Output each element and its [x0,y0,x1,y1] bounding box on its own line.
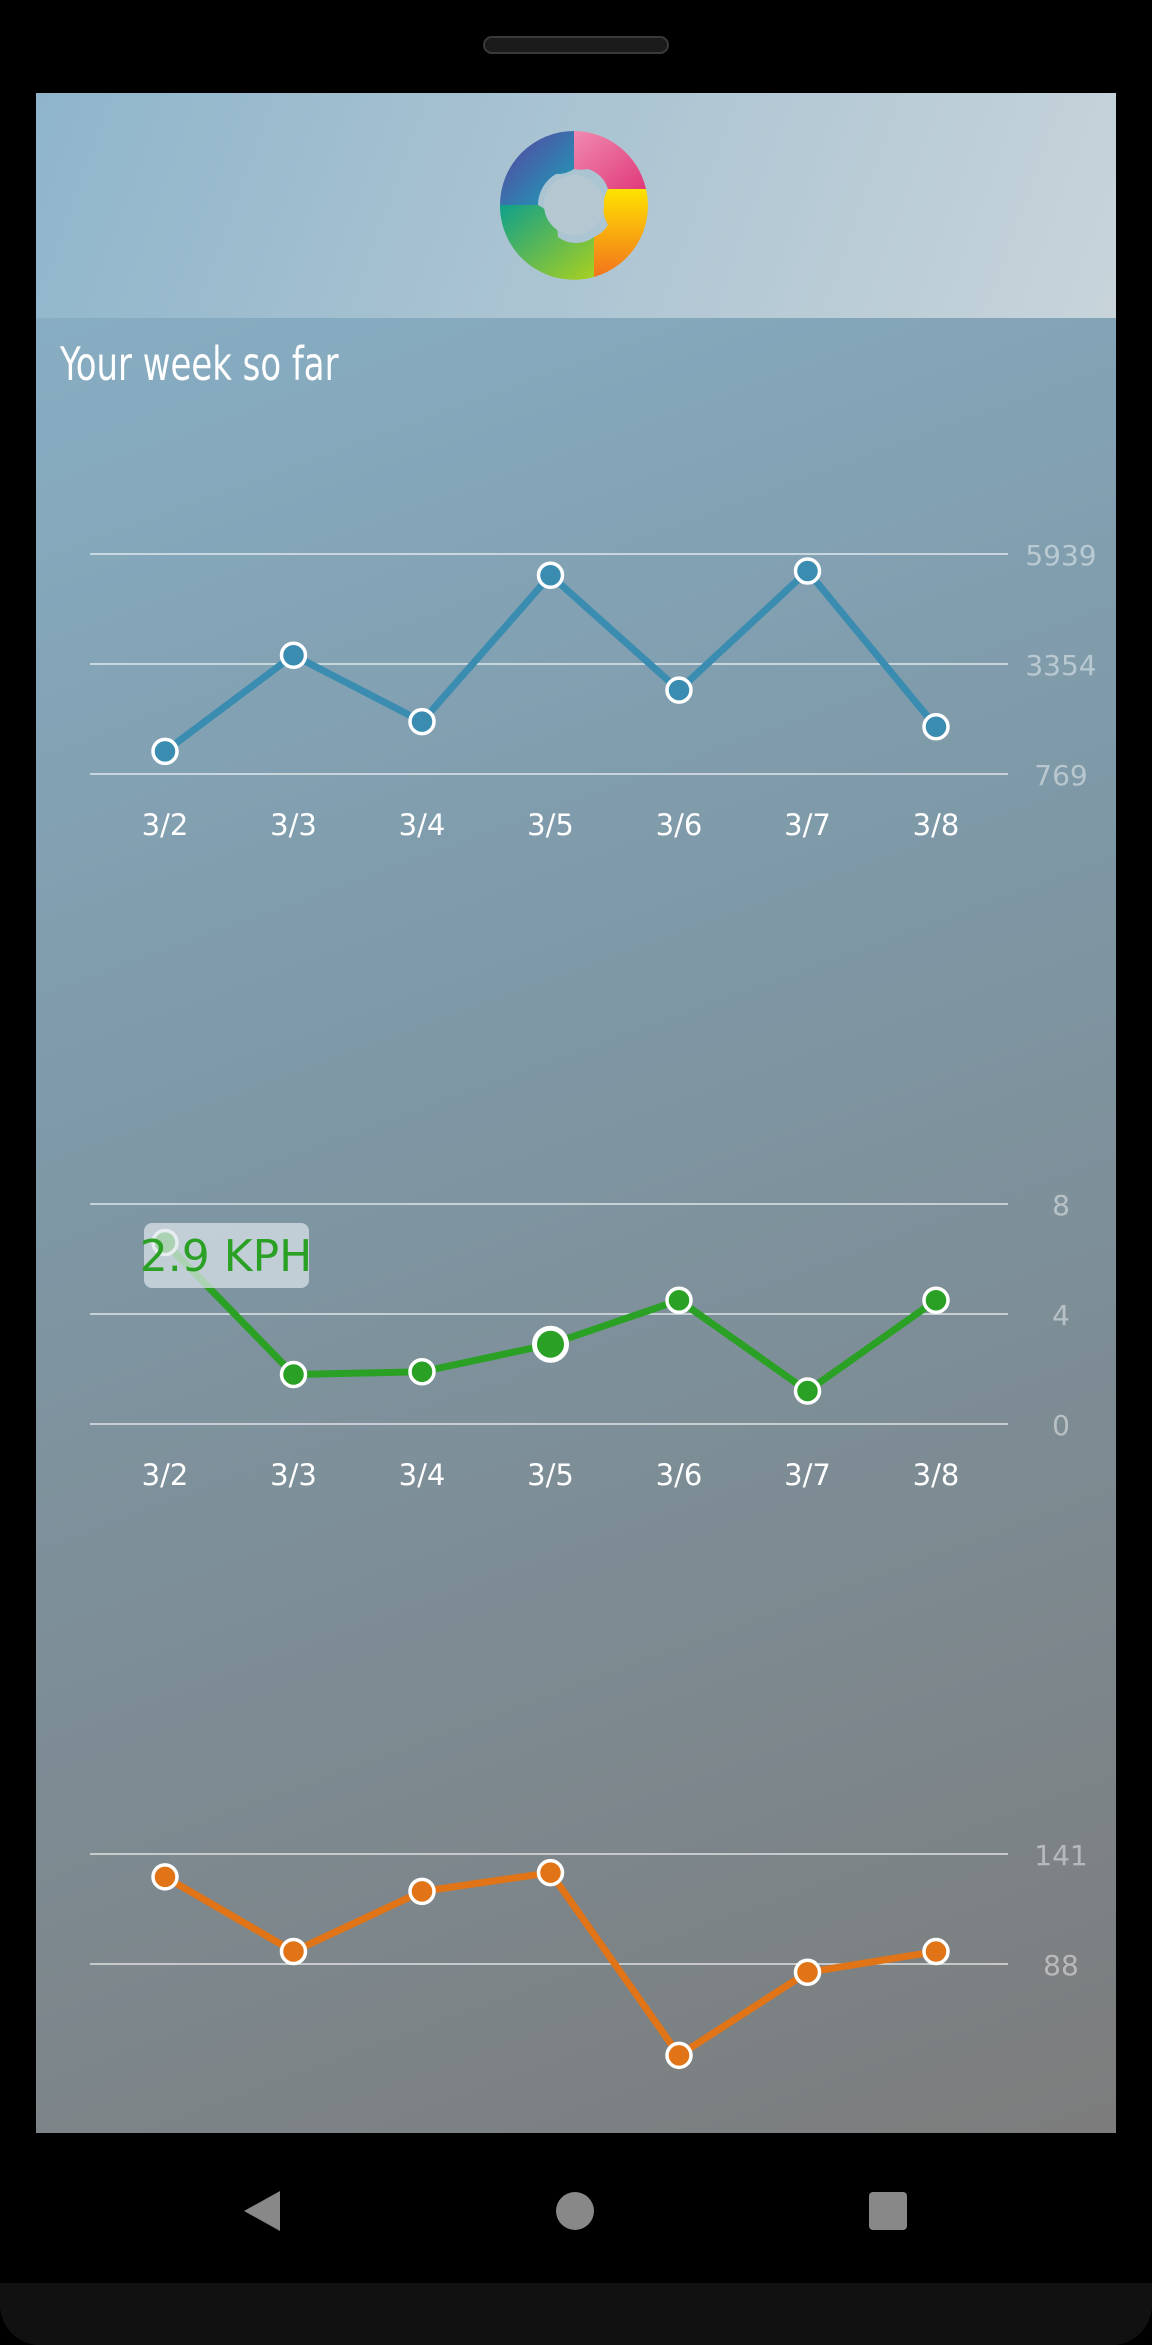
data-point[interactable] [279,1360,308,1389]
x-tick-label: 3/3 [270,808,317,842]
x-tick-label: 3/5 [527,808,574,842]
data-point[interactable] [151,737,179,766]
x-tick-label: 3/6 [656,808,703,842]
steps-chart-svg: 5939 3354 769 3/2 3/3 3/4 3/5 3/6 3/7 3/8 [90,539,1097,842]
colorful-ring-logo-icon[interactable] [498,129,650,281]
data-point[interactable] [922,712,950,741]
series-line [162,567,939,755]
bottom-bezel [0,2283,1152,2345]
data-point[interactable] [922,1286,950,1314]
data-point[interactable] [665,676,693,704]
data-point[interactable] [793,557,822,585]
app-header [36,93,1116,318]
data-point[interactable] [151,1863,179,1891]
x-tick-label: 3/2 [142,1458,189,1492]
system-navigation-bar [0,2133,1152,2283]
data-point[interactable] [279,1937,308,1966]
heart-rate-chart-svg: 141 88 [90,1839,1088,2070]
data-point[interactable] [532,1325,569,1363]
data-point[interactable] [793,1377,822,1405]
steps-chart: 5939 3354 769 3/2 3/3 3/4 3/5 3/6 3/7 3/8 [36,518,1116,1078]
data-point[interactable] [922,1937,950,1966]
x-tick-label: 3/2 [142,808,189,842]
data-point[interactable] [536,561,565,589]
recents-square-icon[interactable] [848,2171,928,2251]
value-tooltip: 2.9 KPH [140,1223,312,1288]
y-tick-label: 5939 [1025,539,1096,572]
x-tick-label: 3/5 [527,1458,574,1492]
x-tick-label: 3/4 [399,1458,446,1492]
x-tick-label: 3/8 [913,808,960,842]
y-tick-label: 0 [1052,1409,1070,1442]
data-point[interactable] [793,1958,822,1987]
y-tick-label: 88 [1043,1949,1079,1982]
x-tick-label: 3/3 [270,1458,317,1492]
heart-rate-chart: 141 88 [36,1818,1116,2133]
app-screen: Your week so far 5939 3354 769 3/2 3/3 3/4 3/5… [36,93,1116,2133]
data-point[interactable] [665,1286,693,1314]
x-tick-label: 3/8 [913,1458,960,1492]
y-tick-label: 4 [1052,1299,1070,1332]
speaker-grille [483,36,669,54]
y-tick-label: 3354 [1025,649,1096,682]
data-point[interactable] [279,641,308,669]
data-point[interactable] [536,1858,565,1887]
data-point[interactable] [408,707,436,736]
speed-chart: 8 4 0 3/2 3/3 3/4 3/5 3/6 3/7 3/8 2.9 KPH [36,1168,1116,1728]
data-point[interactable] [665,2041,693,2070]
x-tick-label: 3/7 [784,808,831,842]
x-tick-label: 3/7 [784,1458,831,1492]
home-circle-icon[interactable] [535,2171,615,2251]
speed-chart-svg: 8 4 0 3/2 3/3 3/4 3/5 3/6 3/7 3/8 2.9 KPH [90,1189,1070,1492]
x-tick-label: 3/6 [656,1458,703,1492]
x-tick-label: 3/4 [399,808,446,842]
y-tick-label: 769 [1034,759,1087,792]
data-point[interactable] [408,1358,436,1386]
y-tick-label: 8 [1052,1189,1070,1222]
page-title: Your week so far [60,337,339,391]
data-point[interactable] [408,1877,436,1906]
tooltip-text: 2.9 KPH [140,1231,312,1282]
back-triangle-icon[interactable] [222,2171,302,2251]
y-tick-label: 141 [1034,1839,1087,1872]
